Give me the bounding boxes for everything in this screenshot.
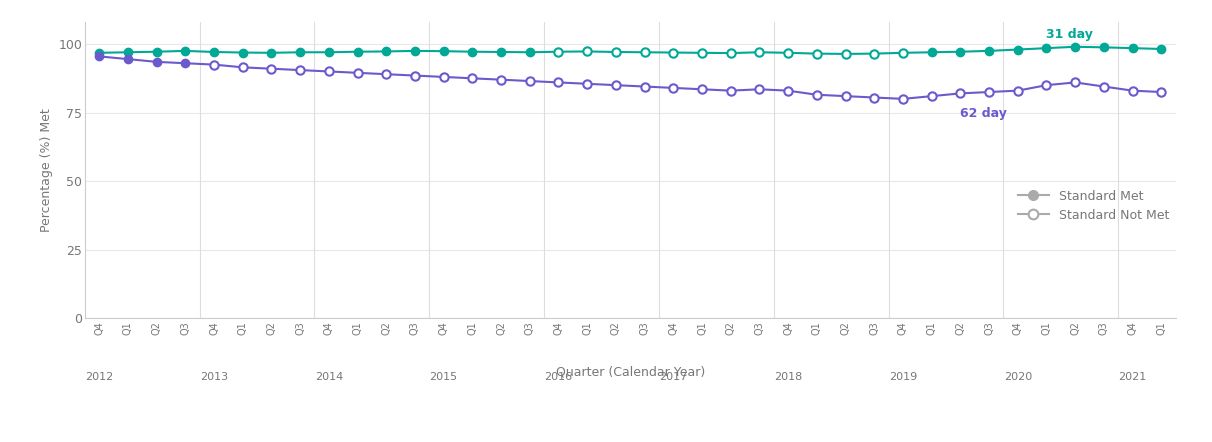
Y-axis label: Percentage (%) Met: Percentage (%) Met bbox=[40, 108, 52, 232]
Text: 2013: 2013 bbox=[200, 372, 228, 381]
Text: 2018: 2018 bbox=[774, 372, 802, 381]
Text: 31 day: 31 day bbox=[1046, 28, 1093, 41]
Text: 2016: 2016 bbox=[544, 372, 572, 381]
X-axis label: Quarter (Calendar Year): Quarter (Calendar Year) bbox=[555, 366, 705, 378]
Text: 2015: 2015 bbox=[429, 372, 458, 381]
Text: 2014: 2014 bbox=[315, 372, 343, 381]
Legend: Standard Met, Standard Not Met: Standard Met, Standard Not Met bbox=[1018, 190, 1170, 222]
Text: 62 day: 62 day bbox=[960, 107, 1007, 120]
Text: 2017: 2017 bbox=[659, 372, 687, 381]
Text: 2020: 2020 bbox=[1004, 372, 1031, 381]
Text: 2019: 2019 bbox=[888, 372, 917, 381]
Text: 2021: 2021 bbox=[1119, 372, 1147, 381]
Text: 2012: 2012 bbox=[85, 372, 113, 381]
